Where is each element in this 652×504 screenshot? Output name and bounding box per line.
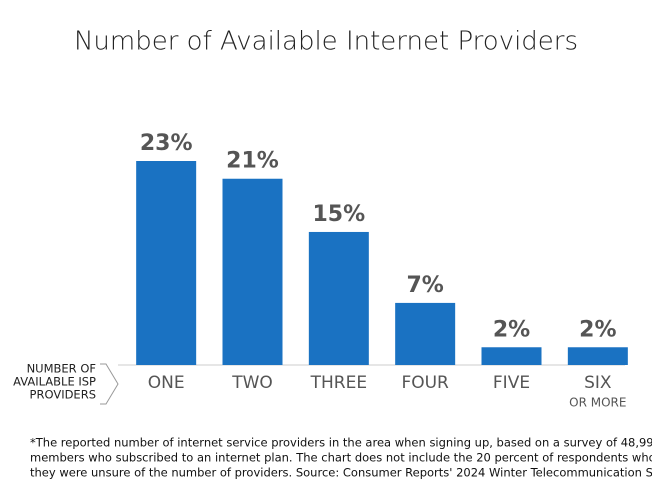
footnote: they were unsure of the number of provid…	[30, 466, 652, 480]
value-label: 23%	[140, 131, 193, 156]
x-tick-label: THREE	[310, 373, 367, 393]
bar	[308, 231, 369, 365]
value-label: 15%	[312, 202, 365, 227]
x-tick-sublabel: OR MORE	[569, 396, 626, 410]
value-label: 21%	[226, 149, 279, 174]
bar	[222, 178, 283, 365]
axis-chevron	[100, 363, 119, 405]
x-tick-label: ONE	[148, 373, 185, 393]
footnote: *The reported number of internet service…	[30, 436, 652, 450]
x-axis-label: NUMBER OF	[27, 362, 96, 376]
x-axis-label: PROVIDERS	[30, 388, 96, 402]
value-label: 7%	[406, 273, 443, 298]
bar	[136, 161, 197, 365]
footnote: members who subscribed to an internet pl…	[30, 451, 652, 465]
x-tick-label: SIX	[584, 373, 612, 393]
chart-title: Number of Available Internet Providers	[74, 27, 578, 57]
x-tick-label: FOUR	[401, 373, 449, 393]
bar	[395, 302, 456, 365]
value-label: 2%	[579, 317, 616, 342]
x-axis-label: AVAILABLE ISP	[13, 375, 96, 389]
bar	[481, 347, 542, 365]
bar	[567, 347, 628, 365]
value-label: 2%	[493, 317, 530, 342]
x-tick-label: FIVE	[493, 373, 530, 393]
x-tick-label: TWO	[231, 373, 273, 393]
